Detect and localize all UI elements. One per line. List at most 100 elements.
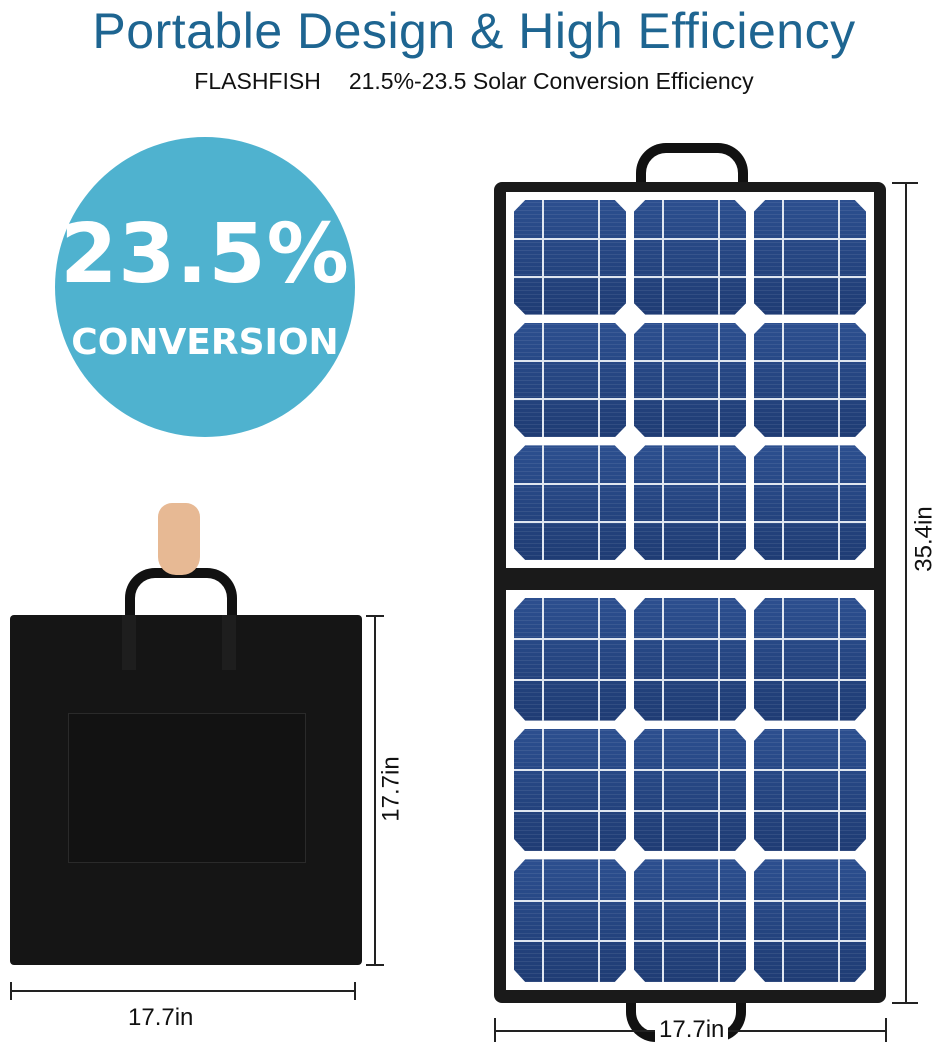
- busbar: [598, 598, 600, 721]
- busbar: [514, 678, 626, 681]
- busbar: [754, 899, 866, 902]
- busbar: [782, 200, 784, 315]
- busbar: [754, 809, 866, 812]
- solar-cell: [754, 200, 866, 315]
- busbar: [782, 859, 784, 982]
- busbar: [662, 598, 664, 721]
- panel-height-label: 35.4in: [910, 506, 938, 572]
- dimension-tick: [354, 982, 356, 1000]
- busbar: [838, 598, 840, 721]
- solar-cell: [514, 445, 626, 560]
- busbar: [598, 859, 600, 982]
- busbar: [838, 859, 840, 982]
- busbar: [662, 859, 664, 982]
- bag-height-dimension: [374, 615, 376, 965]
- solar-panel: [494, 182, 886, 1003]
- solar-cell: [634, 598, 746, 721]
- busbar: [514, 638, 626, 641]
- busbar: [718, 322, 720, 438]
- panel-bottom-half: [506, 590, 874, 990]
- bag-width-label: 17.7in: [128, 1004, 194, 1031]
- busbar: [754, 275, 866, 278]
- busbar: [514, 360, 626, 363]
- busbar: [838, 445, 840, 560]
- solar-cell: [514, 598, 626, 721]
- subtitle: FLASHFISH 21.5%-23.5 Solar Conversion Eff…: [0, 68, 948, 95]
- bag-width-dimension: [10, 990, 355, 992]
- solar-cell: [754, 322, 866, 438]
- busbar: [514, 237, 626, 240]
- busbar: [542, 445, 544, 560]
- conversion-badge: 23.5% CONVERSION: [55, 137, 355, 437]
- solar-cell: [754, 445, 866, 560]
- solar-cell: [514, 859, 626, 982]
- solar-cell: [634, 200, 746, 315]
- solar-cell: [754, 598, 866, 721]
- busbar: [634, 769, 746, 772]
- busbar: [598, 728, 600, 852]
- solar-cell: [514, 322, 626, 438]
- dimension-tick: [892, 1002, 918, 1004]
- busbar: [662, 322, 664, 438]
- solar-cell: [634, 859, 746, 982]
- busbar: [838, 200, 840, 315]
- dimension-tick: [885, 1018, 887, 1042]
- busbar: [782, 598, 784, 721]
- busbar: [754, 769, 866, 772]
- busbar: [718, 728, 720, 852]
- busbar: [598, 445, 600, 560]
- busbar: [754, 940, 866, 943]
- busbar: [514, 275, 626, 278]
- dimension-tick: [10, 982, 12, 1000]
- panel-height-dimension: [905, 182, 907, 1003]
- tagline: 21.5%-23.5 Solar Conversion Efficiency: [348, 68, 754, 94]
- panel-width-label: 17.7in: [655, 1016, 729, 1044]
- busbar: [782, 728, 784, 852]
- brand-name: FLASHFISH: [194, 68, 321, 94]
- busbar: [514, 398, 626, 401]
- busbar: [542, 322, 544, 438]
- busbar: [598, 322, 600, 438]
- busbar: [662, 445, 664, 560]
- busbar: [598, 200, 600, 315]
- folded-bag: [10, 615, 362, 965]
- busbar: [754, 483, 866, 486]
- busbar: [782, 445, 784, 560]
- busbar: [634, 360, 746, 363]
- busbar: [514, 940, 626, 943]
- busbar: [634, 678, 746, 681]
- busbar: [718, 598, 720, 721]
- solar-cell: [754, 728, 866, 852]
- busbar: [514, 899, 626, 902]
- busbar: [634, 521, 746, 523]
- solar-cell: [754, 859, 866, 982]
- busbar: [754, 678, 866, 681]
- busbar: [754, 237, 866, 240]
- busbar: [514, 483, 626, 486]
- busbar: [634, 638, 746, 641]
- busbar: [634, 899, 746, 902]
- panel-top-handle: [636, 143, 748, 198]
- bag-strap: [122, 615, 136, 670]
- hand-image: [158, 503, 200, 575]
- panel-top-half: [506, 192, 874, 568]
- busbar: [718, 200, 720, 315]
- busbar: [634, 398, 746, 401]
- busbar: [514, 521, 626, 523]
- busbar: [754, 521, 866, 523]
- busbar: [754, 398, 866, 401]
- busbar: [542, 728, 544, 852]
- busbar: [718, 445, 720, 560]
- solar-cell: [514, 200, 626, 315]
- bag-height-label: 17.7in: [377, 756, 405, 822]
- bag-pocket: [68, 713, 306, 863]
- busbar: [754, 638, 866, 641]
- dimension-tick: [494, 1018, 496, 1042]
- badge-label: CONVERSION: [71, 322, 339, 363]
- dimension-tick: [366, 964, 384, 966]
- busbar: [634, 275, 746, 278]
- page-title: Portable Design & High Efficiency: [92, 3, 856, 59]
- solar-cell: [634, 728, 746, 852]
- solar-cell: [634, 445, 746, 560]
- busbar: [662, 200, 664, 315]
